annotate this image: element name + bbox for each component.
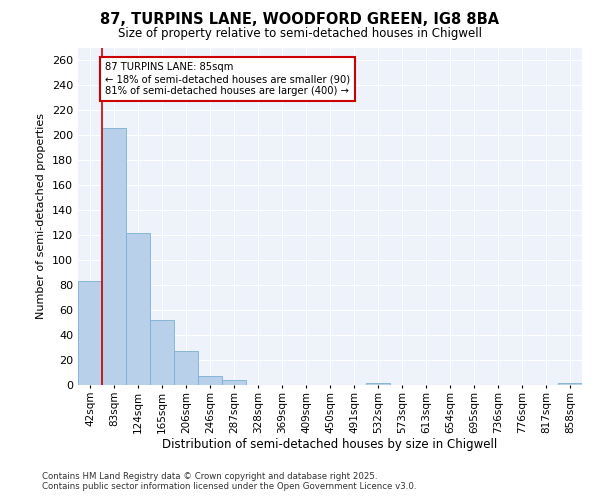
Bar — [366, 382, 390, 385]
Text: 87, TURPINS LANE, WOODFORD GREEN, IG8 8BA: 87, TURPINS LANE, WOODFORD GREEN, IG8 8B… — [100, 12, 500, 28]
Bar — [558, 382, 582, 385]
Y-axis label: Number of semi-detached properties: Number of semi-detached properties — [37, 114, 46, 320]
Bar — [150, 320, 174, 385]
Bar — [102, 128, 126, 385]
Bar — [174, 351, 198, 385]
Bar — [198, 376, 222, 385]
Text: 87 TURPINS LANE: 85sqm
← 18% of semi-detached houses are smaller (90)
81% of sem: 87 TURPINS LANE: 85sqm ← 18% of semi-det… — [105, 62, 350, 96]
Bar — [78, 281, 102, 385]
Text: Contains HM Land Registry data © Crown copyright and database right 2025.
Contai: Contains HM Land Registry data © Crown c… — [42, 472, 416, 491]
Bar — [126, 232, 150, 385]
X-axis label: Distribution of semi-detached houses by size in Chigwell: Distribution of semi-detached houses by … — [163, 438, 497, 451]
Text: Size of property relative to semi-detached houses in Chigwell: Size of property relative to semi-detach… — [118, 28, 482, 40]
Bar — [222, 380, 246, 385]
